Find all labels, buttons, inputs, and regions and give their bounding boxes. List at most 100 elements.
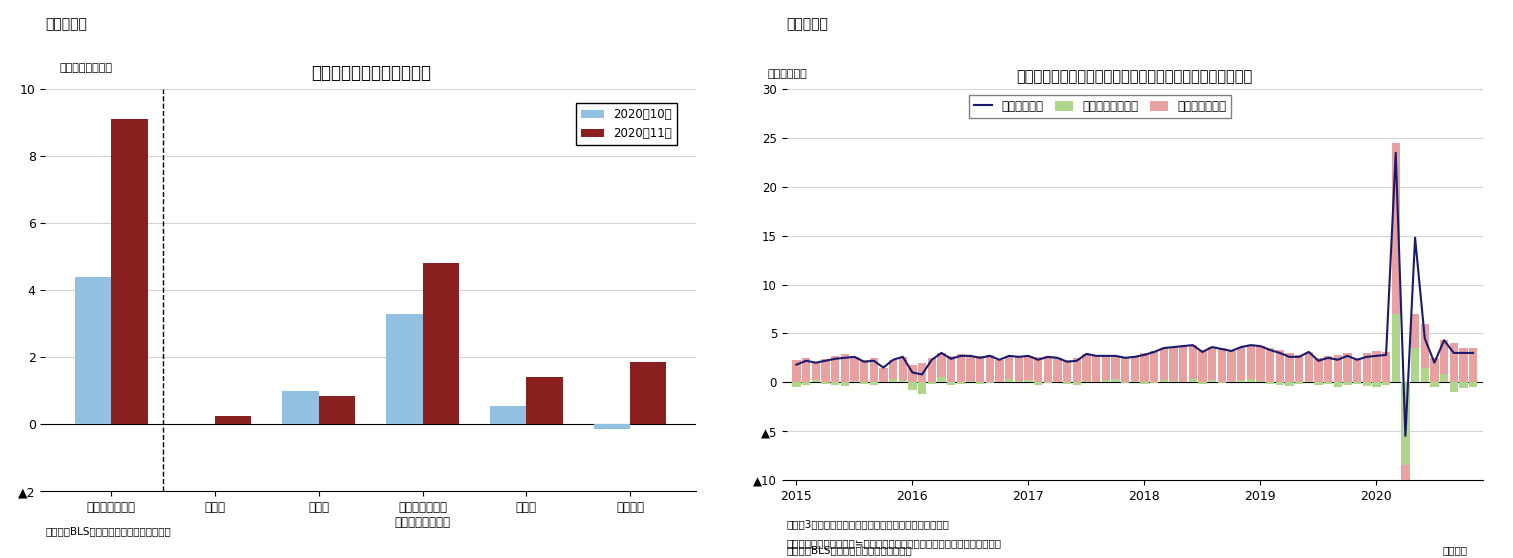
Bar (1121, 382, 1129, 383)
Bar (1112, 379, 1120, 382)
Bar (1005, 356, 1014, 379)
Bar (947, 356, 955, 382)
Bar (1469, 348, 1477, 382)
週当たり賃金 (1386, 150, 1404, 156)
Bar (1024, 381, 1032, 382)
Bar (1449, 343, 1459, 382)
Legend: 2020年10月, 2020年11月: 2020年10月, 2020年11月 (576, 103, 676, 145)
Bar (1286, 353, 1294, 382)
Bar (967, 381, 974, 382)
Bar (870, 358, 878, 382)
Bar (1218, 382, 1226, 383)
Bar (1238, 381, 1245, 382)
Bar (811, 381, 820, 382)
Bar (811, 363, 820, 381)
Bar (1344, 353, 1351, 382)
Bar (1421, 368, 1428, 382)
Bar (1198, 382, 1206, 384)
Bar (1053, 358, 1062, 382)
Bar (1353, 358, 1362, 382)
Bar (1412, 348, 1419, 382)
Bar (1044, 382, 1052, 383)
Bar (1247, 379, 1254, 382)
Bar (976, 382, 983, 384)
Bar (802, 382, 809, 385)
Bar (1401, 382, 1410, 465)
Bar (1295, 355, 1303, 382)
Bar (927, 382, 937, 384)
Bar (1207, 381, 1216, 382)
Bar (996, 360, 1003, 382)
Bar (1033, 357, 1042, 382)
Bar (899, 357, 906, 381)
Bar (822, 359, 829, 382)
Bar (1363, 353, 1371, 382)
Bar (1238, 347, 1245, 381)
Bar (1033, 382, 1042, 385)
Bar (283, 391, 319, 424)
Bar (1363, 382, 1371, 386)
週当たり賃金 (1445, 349, 1463, 357)
Bar (1392, 143, 1400, 314)
Bar (1150, 382, 1157, 383)
Bar (831, 382, 840, 385)
Bar (1372, 351, 1380, 382)
Bar (899, 381, 906, 382)
Bar (918, 382, 926, 394)
Bar (1460, 348, 1468, 382)
Bar (1295, 382, 1303, 384)
Bar (831, 356, 840, 382)
Bar (1469, 382, 1477, 387)
Bar (967, 356, 974, 381)
Bar (1430, 382, 1439, 387)
Bar (1101, 381, 1111, 382)
Title: 民間非農業部門の週当たり賃金伸び率（年率換算、寄与度）: 民間非農業部門の週当たり賃金伸び率（年率換算、寄与度） (1017, 69, 1253, 84)
Bar (793, 360, 800, 382)
Bar (1130, 357, 1139, 381)
Bar (908, 365, 917, 382)
Bar (1449, 382, 1459, 392)
Bar (1304, 352, 1313, 381)
Bar (1304, 381, 1313, 382)
Bar (112, 119, 148, 424)
Bar (850, 381, 858, 382)
Bar (1082, 354, 1091, 381)
週当たり賃金 (1465, 349, 1483, 357)
Bar (1460, 382, 1468, 388)
Bar (1218, 348, 1226, 382)
Bar (1247, 345, 1254, 379)
Bar (629, 362, 666, 424)
Text: （注）3カ月後方移動平均後の前月比伸び率（年率換算）: （注）3カ月後方移動平均後の前月比伸び率（年率換算） (787, 519, 950, 529)
Bar (1440, 340, 1448, 374)
Bar (1421, 324, 1428, 368)
Bar (1198, 350, 1206, 382)
Bar (859, 382, 868, 384)
Bar (956, 382, 965, 384)
Bar (908, 382, 917, 390)
Bar (1430, 358, 1439, 382)
Bar (1150, 351, 1157, 382)
Bar (1170, 347, 1177, 381)
Text: 週当たり賃金伸び率≒週当たり労働時間伸び率＋時間当たり賃金伸び率: 週当たり賃金伸び率≒週当たり労働時間伸び率＋時間当たり賃金伸び率 (787, 538, 1002, 549)
Bar (1324, 382, 1331, 384)
週当たり賃金 (1396, 432, 1415, 439)
Bar (890, 379, 897, 382)
Bar (527, 377, 563, 424)
Bar (1044, 356, 1052, 382)
Bar (1024, 356, 1032, 381)
Bar (1256, 346, 1265, 381)
Bar (1266, 348, 1274, 382)
Text: （図表４）: （図表４） (787, 17, 829, 31)
Bar (1064, 382, 1071, 384)
Bar (1189, 345, 1197, 379)
Bar (1256, 381, 1265, 382)
Text: （年率、％）: （年率、％） (767, 70, 806, 79)
Bar (1159, 381, 1168, 382)
Bar (490, 406, 527, 424)
Bar (1412, 314, 1419, 348)
Bar (918, 363, 926, 382)
Bar (1064, 360, 1071, 382)
Bar (1381, 382, 1390, 385)
Bar (870, 382, 878, 385)
Bar (976, 356, 983, 382)
